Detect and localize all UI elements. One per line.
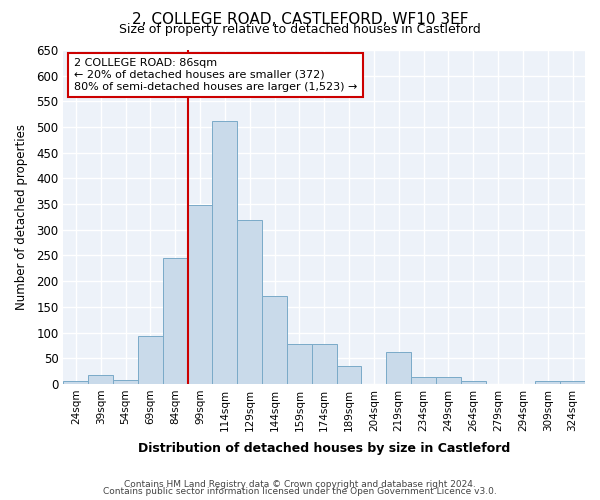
Bar — [113, 380, 138, 384]
Y-axis label: Number of detached properties: Number of detached properties — [15, 124, 28, 310]
Bar — [237, 220, 262, 384]
Text: 2 COLLEGE ROAD: 86sqm
← 20% of detached houses are smaller (372)
80% of semi-det: 2 COLLEGE ROAD: 86sqm ← 20% of detached … — [74, 58, 357, 92]
Bar — [188, 204, 212, 384]
Bar — [461, 382, 485, 384]
Bar — [64, 382, 88, 384]
Bar — [337, 366, 361, 384]
Bar — [138, 336, 163, 384]
Text: Size of property relative to detached houses in Castleford: Size of property relative to detached ho… — [119, 22, 481, 36]
Bar — [560, 382, 585, 384]
Bar — [262, 296, 287, 384]
Text: Contains HM Land Registry data © Crown copyright and database right 2024.: Contains HM Land Registry data © Crown c… — [124, 480, 476, 489]
Bar — [535, 382, 560, 384]
Bar — [411, 377, 436, 384]
Text: 2, COLLEGE ROAD, CASTLEFORD, WF10 3EF: 2, COLLEGE ROAD, CASTLEFORD, WF10 3EF — [132, 12, 468, 28]
Bar — [88, 374, 113, 384]
Bar — [436, 377, 461, 384]
Bar — [287, 344, 312, 384]
X-axis label: Distribution of detached houses by size in Castleford: Distribution of detached houses by size … — [138, 442, 511, 455]
Bar — [386, 352, 411, 384]
Bar — [163, 258, 188, 384]
Bar — [212, 122, 237, 384]
Text: Contains public sector information licensed under the Open Government Licence v3: Contains public sector information licen… — [103, 488, 497, 496]
Bar — [312, 344, 337, 384]
